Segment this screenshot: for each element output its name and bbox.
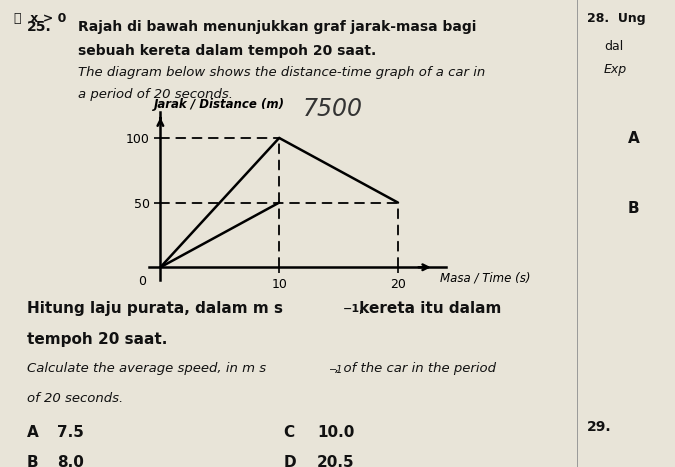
Text: −1,: −1, — [343, 304, 364, 314]
Text: Masa / Time (s): Masa / Time (s) — [439, 271, 530, 284]
Text: 28.  Ung: 28. Ung — [587, 12, 646, 25]
Text: Jarak / Distance (m): Jarak / Distance (m) — [155, 98, 286, 111]
Text: C: C — [284, 425, 294, 440]
Text: B: B — [628, 201, 639, 216]
Text: Rajah di bawah menunjukkan graf jarak-masa bagi: Rajah di bawah menunjukkan graf jarak-ma… — [78, 20, 476, 34]
Text: A: A — [27, 425, 38, 440]
Text: Ⓑ  x > 0: Ⓑ x > 0 — [14, 12, 66, 25]
Text: sebuah kereta dalam tempoh 20 saat.: sebuah kereta dalam tempoh 20 saat. — [78, 44, 376, 58]
Text: Exp: Exp — [604, 63, 627, 76]
Text: 20.5: 20.5 — [317, 455, 355, 467]
Text: tempoh 20 saat.: tempoh 20 saat. — [27, 332, 167, 347]
Text: Hitung laju purata, dalam m s: Hitung laju purata, dalam m s — [27, 301, 283, 316]
Text: The diagram below shows the distance-time graph of a car in: The diagram below shows the distance-tim… — [78, 66, 485, 79]
Text: A: A — [628, 131, 639, 146]
Text: 25.: 25. — [27, 20, 52, 34]
Text: kereta itu dalam: kereta itu dalam — [354, 301, 502, 316]
Text: 7.5: 7.5 — [57, 425, 84, 440]
Text: dal: dal — [604, 40, 624, 53]
Text: 7500: 7500 — [303, 97, 363, 121]
Text: B: B — [27, 455, 38, 467]
Text: Calculate the average speed, in m s: Calculate the average speed, in m s — [27, 362, 266, 375]
Text: D: D — [284, 455, 296, 467]
Text: , of the car in the period: , of the car in the period — [335, 362, 497, 375]
Text: 8.0: 8.0 — [57, 455, 84, 467]
Text: a period of 20 seconds.: a period of 20 seconds. — [78, 88, 233, 101]
Text: 29.: 29. — [587, 420, 612, 434]
Text: of 20 seconds.: of 20 seconds. — [27, 392, 124, 405]
Text: 0: 0 — [138, 275, 146, 288]
Text: −1: −1 — [329, 365, 343, 375]
Text: 10.0: 10.0 — [317, 425, 354, 440]
